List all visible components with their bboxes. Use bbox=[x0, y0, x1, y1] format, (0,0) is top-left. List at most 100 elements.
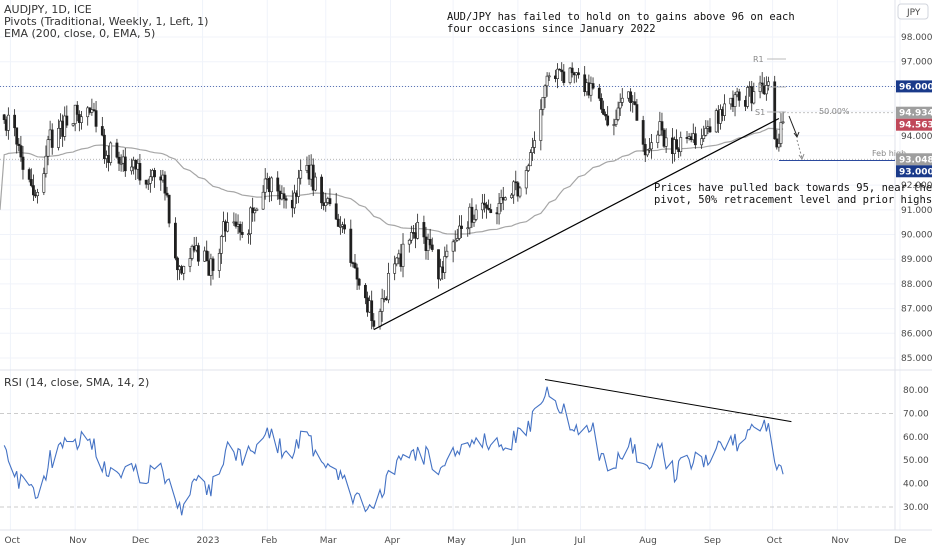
candle-body bbox=[205, 250, 209, 262]
rsi-indicator-label[interactable]: RSI (14, close, SMA, 14, 2) bbox=[4, 376, 149, 389]
price-tick-label: 98.000 bbox=[901, 33, 932, 43]
time-tick-label: Sep bbox=[704, 536, 721, 546]
rsi-tick-label: 30.00 bbox=[903, 503, 929, 513]
candle-body bbox=[779, 122, 783, 144]
candle-body bbox=[395, 257, 399, 265]
candle-body bbox=[606, 115, 610, 126]
candle-body bbox=[514, 181, 518, 184]
candle-body bbox=[65, 115, 69, 126]
candle-body bbox=[547, 75, 551, 78]
price-label-box bbox=[896, 118, 932, 131]
candle-body bbox=[645, 149, 649, 156]
candle-body bbox=[451, 241, 455, 252]
ema-indicator-label[interactable]: EMA (200, close, 0, EMA, 5) bbox=[4, 27, 155, 40]
time-tick-label: Oct bbox=[767, 536, 783, 546]
dashed-arrow-icon bbox=[796, 139, 803, 159]
candle-body bbox=[188, 258, 192, 267]
candle-body bbox=[533, 140, 536, 148]
candle-body bbox=[457, 225, 461, 239]
candle-body bbox=[138, 163, 142, 181]
candle-body bbox=[777, 143, 781, 148]
candle-body bbox=[174, 222, 177, 259]
candle-body bbox=[760, 82, 764, 87]
candle-body bbox=[176, 257, 179, 271]
price-label-text: 96.000 bbox=[899, 82, 932, 92]
candle-body bbox=[746, 87, 749, 107]
candle-body bbox=[13, 114, 17, 129]
candle-body bbox=[422, 222, 426, 238]
price-label-box bbox=[896, 153, 932, 166]
currency-button[interactable]: JPY bbox=[897, 3, 929, 20]
candle-body bbox=[460, 225, 463, 229]
candle-body bbox=[211, 258, 215, 271]
pivots-indicator-label[interactable]: Pivots (Traditional, Weekly, 1, Left, 1) bbox=[4, 15, 208, 28]
candle-body bbox=[196, 245, 200, 262]
candle-body bbox=[620, 97, 624, 103]
candle-body bbox=[276, 177, 280, 192]
annotation-top-line1: AUD/JPY has failed to hold on to gains a… bbox=[447, 11, 795, 23]
time-tick-label: Nov bbox=[831, 536, 849, 546]
candle-body bbox=[466, 227, 470, 230]
candle-body bbox=[764, 85, 768, 95]
candle-body bbox=[650, 142, 653, 150]
candle-body bbox=[328, 198, 332, 205]
currency-button-box[interactable] bbox=[897, 3, 929, 20]
candle-body bbox=[664, 137, 668, 147]
r1-label: R1 bbox=[753, 55, 764, 64]
time-tick-label: Nov bbox=[69, 536, 87, 546]
candle-body bbox=[773, 81, 777, 140]
candle-body bbox=[591, 83, 595, 89]
candle-body bbox=[660, 121, 664, 131]
candle-body bbox=[355, 267, 359, 280]
candle-body bbox=[528, 152, 532, 167]
price-tick-label: 88.000 bbox=[901, 280, 932, 290]
arrow-down-icon bbox=[788, 115, 798, 137]
time-tick-label: Apr bbox=[384, 536, 400, 546]
candle-body bbox=[570, 67, 574, 74]
candle-body bbox=[378, 311, 382, 327]
price-tick-label: 92.000 bbox=[901, 181, 932, 191]
rsi-tick-label: 60.00 bbox=[903, 433, 929, 443]
candle-body bbox=[282, 193, 286, 199]
candle-body bbox=[543, 85, 547, 98]
candle-body bbox=[560, 69, 564, 73]
candle-body bbox=[618, 102, 622, 109]
rising-trendline[interactable] bbox=[373, 117, 780, 331]
candle-body bbox=[92, 109, 96, 111]
currency-button-label[interactable]: JPY bbox=[906, 8, 921, 18]
price-label-text: 94.563 bbox=[899, 121, 932, 131]
annotation-top-line2: four occasions since January 2022 bbox=[447, 23, 656, 35]
candle-body bbox=[217, 253, 221, 271]
candle-body bbox=[737, 91, 741, 101]
candle-body bbox=[633, 101, 637, 105]
time-tick-label: 2023 bbox=[197, 536, 220, 546]
candle-body bbox=[270, 177, 273, 193]
candle-body bbox=[146, 183, 150, 185]
candle-body bbox=[499, 197, 503, 204]
candle-body bbox=[604, 114, 607, 117]
candle-body bbox=[50, 129, 54, 148]
rsi-tick-label: 40.00 bbox=[903, 480, 929, 490]
candle-body bbox=[15, 127, 19, 145]
candle-body bbox=[702, 134, 706, 139]
ema-200-line bbox=[0, 127, 784, 235]
candle-body bbox=[487, 207, 491, 210]
candle-body bbox=[123, 156, 127, 172]
candle-body bbox=[240, 231, 244, 235]
time-tick-label: Oct bbox=[4, 536, 20, 546]
rsi-divergence-line[interactable] bbox=[544, 378, 792, 423]
candle-body bbox=[752, 91, 756, 104]
candle-body bbox=[599, 98, 603, 110]
candle-body bbox=[182, 266, 186, 274]
price-label-box bbox=[896, 106, 932, 119]
time-tick-label: Aug bbox=[639, 536, 657, 546]
candle-body bbox=[700, 138, 704, 146]
time-axis[interactable]: Oct Nov Dec 2023 Feb Mar Apr May Jun Jul Aug Sep Oct… bbox=[4, 536, 906, 546]
candle-body bbox=[656, 134, 660, 143]
candle-body bbox=[2, 114, 6, 120]
candle-body bbox=[27, 169, 31, 180]
candle-body bbox=[483, 202, 486, 206]
rsi-axis[interactable]: 30.00 40.00 50.00 60.00 70.00 80.00 bbox=[903, 386, 929, 513]
rsi-tick-label: 50.00 bbox=[903, 456, 929, 466]
price-tick-label: 90.000 bbox=[901, 231, 932, 241]
